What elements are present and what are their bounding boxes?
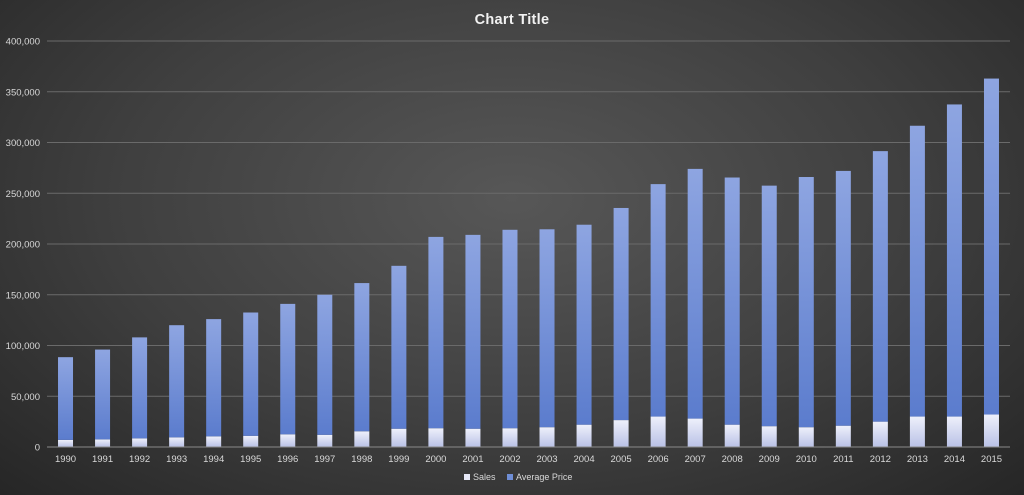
x-tick-label: 2012 <box>870 454 891 465</box>
x-tick-label: 2010 <box>796 454 817 465</box>
bar-sales <box>650 416 666 447</box>
bar-sales <box>983 414 999 447</box>
bar-sales <box>872 421 888 448</box>
bar-average-price <box>317 294 333 435</box>
legend-swatch-sales <box>464 474 470 480</box>
y-tick-label: 150,000 <box>6 290 40 301</box>
bars-layer <box>58 78 999 448</box>
x-tick-label: 2011 <box>833 454 853 465</box>
bar-sales <box>132 438 148 447</box>
bar-average-price <box>132 337 148 439</box>
legend-label-sales: Sales <box>473 472 496 482</box>
x-tick-label: 1991 <box>92 454 113 465</box>
bar-sales <box>206 436 222 447</box>
y-tick-label: 250,000 <box>6 189 40 200</box>
x-tick-label: 1990 <box>55 454 76 465</box>
axis-layer: 0 50,000 100,000 150,000 200,000 250,000 300,0… <box>6 37 1010 465</box>
x-tick-label: 2008 <box>722 454 743 465</box>
bar-sales <box>58 439 74 447</box>
bar-sales <box>576 424 592 447</box>
grid-layer <box>47 40 1010 397</box>
bar-average-price <box>391 265 407 429</box>
bar-sales <box>946 416 962 447</box>
y-tick-label: 100,000 <box>6 341 40 352</box>
x-tick-label: 1997 <box>314 454 335 465</box>
x-tick-label: 1996 <box>277 454 298 465</box>
bar-average-price <box>354 283 370 432</box>
y-tick-label: 400,000 <box>6 37 40 48</box>
x-tick-label: 1995 <box>240 454 261 465</box>
x-tick-label: 2014 <box>944 454 965 465</box>
y-tick-label: 300,000 <box>6 138 40 149</box>
bar-average-price <box>243 312 259 436</box>
bar-sales <box>465 428 481 447</box>
x-tick-label: 1992 <box>129 454 150 465</box>
bar-average-price <box>946 104 962 417</box>
bar-average-price <box>798 177 814 428</box>
x-tick-label: 2009 <box>759 454 780 465</box>
x-tick-label: 2003 <box>536 454 557 465</box>
x-tick-label: 1994 <box>203 454 224 465</box>
x-tick-label: 1999 <box>388 454 409 465</box>
bar-sales <box>243 435 259 447</box>
bar-sales <box>761 426 777 447</box>
y-tick-label: 50,000 <box>11 392 40 403</box>
x-tick-label: 2000 <box>425 454 446 465</box>
y-tick-label: 200,000 <box>6 240 40 251</box>
bar-average-price <box>206 319 222 437</box>
bar-average-price <box>724 177 740 425</box>
x-tick-label: 1998 <box>351 454 372 465</box>
bar-sales <box>724 424 740 447</box>
bar-average-price <box>428 236 444 429</box>
bar-average-price <box>502 229 518 429</box>
legend: Sales Average Price <box>464 472 572 482</box>
bar-average-price <box>95 349 111 440</box>
chart-title: Chart Title <box>475 12 550 28</box>
bar-average-price <box>761 185 777 427</box>
x-tick-label: 2015 <box>981 454 1002 465</box>
bar-average-price <box>687 168 703 419</box>
bar-sales <box>280 434 296 447</box>
x-tick-label: 1993 <box>166 454 187 465</box>
bar-sales <box>909 416 925 447</box>
bar-sales <box>428 428 444 447</box>
x-tick-label: 2007 <box>685 454 706 465</box>
bar-sales <box>539 427 555 447</box>
bar-sales <box>169 437 185 447</box>
bar-sales <box>354 431 370 447</box>
x-tick-label: 2004 <box>573 454 594 465</box>
legend-swatch-average-price <box>507 474 513 480</box>
bar-sales <box>502 428 518 447</box>
bar-average-price <box>465 234 481 429</box>
bar-average-price <box>650 184 666 417</box>
bar-average-price <box>58 357 74 440</box>
bar-sales <box>391 428 407 447</box>
legend-label-average-price: Average Price <box>516 472 572 482</box>
bar-average-price <box>909 125 925 417</box>
x-tick-label: 2013 <box>907 454 928 465</box>
x-tick-label: 2002 <box>499 454 520 465</box>
bar-average-price <box>576 224 592 425</box>
bar-average-price <box>539 229 555 428</box>
x-tick-label: 2001 <box>462 454 483 465</box>
x-tick-label: 2005 <box>611 454 632 465</box>
y-tick-label: 0 <box>35 443 40 454</box>
bar-average-price <box>169 325 185 438</box>
bar-average-price <box>280 303 296 435</box>
bar-sales <box>613 420 629 447</box>
bar-average-price <box>613 207 629 421</box>
x-tick-label: 2006 <box>648 454 669 465</box>
y-tick-label: 350,000 <box>6 87 40 98</box>
bar-average-price <box>872 151 888 422</box>
bar-sales <box>835 425 851 447</box>
bar-sales <box>687 418 703 447</box>
bar-average-price <box>835 170 851 426</box>
bar-sales <box>95 439 111 447</box>
bar-sales <box>317 434 333 447</box>
bar-sales <box>798 427 814 447</box>
bar-average-price <box>983 78 999 415</box>
